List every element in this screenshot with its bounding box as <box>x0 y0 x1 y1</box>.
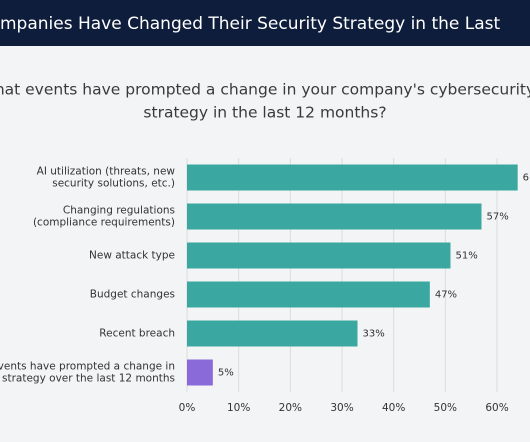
bar <box>187 164 518 191</box>
category-label: (compliance requirements) <box>33 217 175 229</box>
value-label: 57% <box>487 212 509 223</box>
chart-title: mpanies Have Changed Their Security Stra… <box>0 14 501 34</box>
bar <box>187 359 213 386</box>
value-label: 5% <box>218 368 234 379</box>
subtitle: hat events have prompted a change in you… <box>0 81 530 99</box>
value-label: 47% <box>435 290 457 301</box>
bar <box>187 242 451 269</box>
category-label: AI utilization (threats, new <box>37 166 176 178</box>
category-label: vents have prompted a change in <box>0 361 175 373</box>
header-band <box>0 0 530 46</box>
value-label: 6 <box>523 173 529 184</box>
category-label: New attack type <box>89 250 175 262</box>
category-label: Recent breach <box>99 328 175 340</box>
category-label: security solutions, etc.) <box>52 178 175 190</box>
bar <box>187 281 430 308</box>
bar <box>187 203 482 230</box>
value-label: 33% <box>363 329 385 340</box>
value-label: 51% <box>456 251 478 262</box>
x-tick-label: 50% <box>434 402 457 414</box>
category-label: strategy over the last 12 months <box>2 373 175 385</box>
x-tick-label: 20% <box>279 402 302 414</box>
x-tick-label: 40% <box>382 402 405 414</box>
category-label: Budget changes <box>90 289 175 301</box>
x-tick-label: 30% <box>330 402 353 414</box>
category-label: Changing regulations <box>63 205 175 217</box>
x-tick-label: 10% <box>227 402 250 414</box>
x-tick-label: 0% <box>179 402 196 414</box>
x-tick-label: 60% <box>485 402 508 414</box>
bar <box>187 320 358 347</box>
subtitle: strategy in the last 12 months? <box>143 104 386 122</box>
